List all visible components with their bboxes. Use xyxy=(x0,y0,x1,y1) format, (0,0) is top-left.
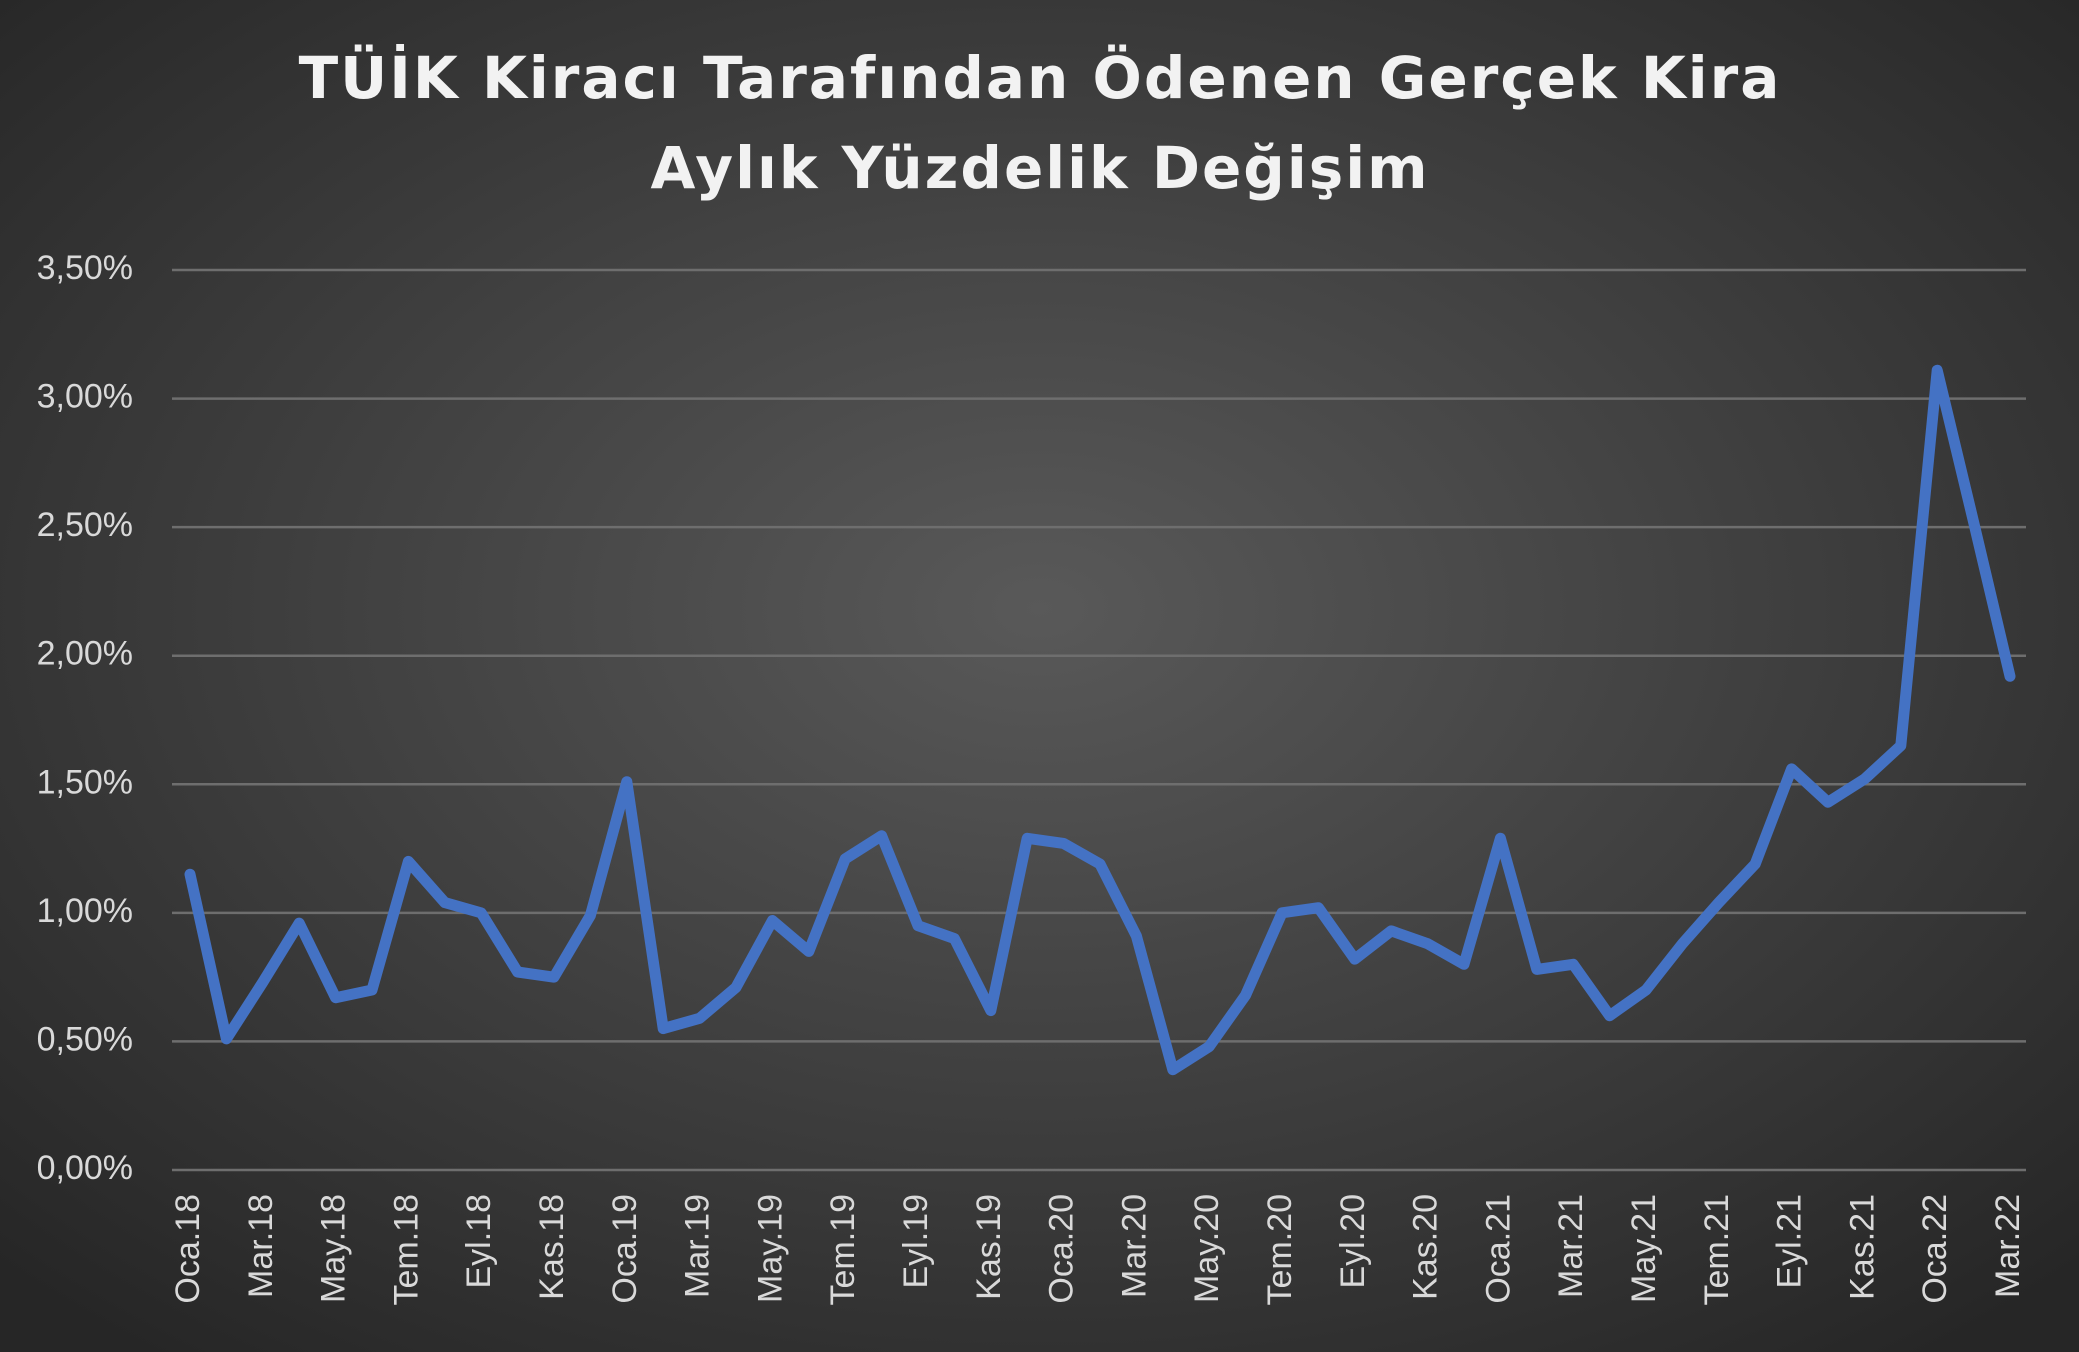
chart-title: Aylık Yüzdelik Değişim xyxy=(650,134,1429,202)
y-tick-label: 2,00% xyxy=(37,635,133,673)
y-tick-label: 0,00% xyxy=(37,1149,133,1187)
x-tick-label: May.18 xyxy=(315,1194,353,1303)
x-tick-label: Kas.21 xyxy=(1843,1194,1881,1300)
y-tick-label: 3,00% xyxy=(37,378,133,416)
x-tick-label: Tem.18 xyxy=(387,1194,425,1306)
x-tick-label: Mar.19 xyxy=(679,1194,717,1298)
x-tick-label: Tem.21 xyxy=(1698,1194,1736,1306)
x-tick-label: Tem.20 xyxy=(1261,1194,1299,1306)
x-tick-label: Oca.22 xyxy=(1916,1194,1954,1304)
x-tick-label: Eyl.19 xyxy=(897,1194,935,1289)
line xyxy=(184,364,2016,1076)
x-tick-label: Tem.19 xyxy=(824,1194,862,1306)
x-tick-label: Oca.21 xyxy=(1479,1194,1517,1304)
x-tick-label: Eyl.20 xyxy=(1334,1194,1372,1289)
x-tick-label: Oca.19 xyxy=(606,1194,644,1304)
y-tick-label: 3,50% xyxy=(37,249,133,287)
x-tick-label: Mar.22 xyxy=(1989,1194,2027,1298)
x-tick-label: Oca.18 xyxy=(169,1194,207,1304)
x-tick-label: Eyl.18 xyxy=(460,1194,498,1289)
x-tick-label: Eyl.21 xyxy=(1771,1194,1809,1289)
x-tick-label: Kas.18 xyxy=(533,1194,571,1300)
x-tick-label: Mar.20 xyxy=(1115,1194,1153,1298)
x-tick-label: Oca.20 xyxy=(1043,1194,1081,1304)
y-tick-label: 2,50% xyxy=(37,506,133,544)
x-tick-label: May.20 xyxy=(1188,1194,1226,1303)
x-tick-label: May.21 xyxy=(1625,1194,1663,1303)
y-tick-label: 1,50% xyxy=(37,763,133,801)
y-tick-label: 0,50% xyxy=(37,1020,133,1058)
x-tick-label: Kas.20 xyxy=(1407,1194,1445,1300)
y-tick-label: 1,00% xyxy=(37,892,133,930)
x-tick-label: May.19 xyxy=(751,1194,789,1303)
x-tick-label: Mar.21 xyxy=(1552,1194,1590,1298)
x-tick-label: Mar.18 xyxy=(242,1194,280,1298)
x-tick-label: Kas.19 xyxy=(970,1194,1008,1300)
chart-title: TÜİK Kiracı Tarafından Ödenen Gerçek Kir… xyxy=(299,43,1782,112)
